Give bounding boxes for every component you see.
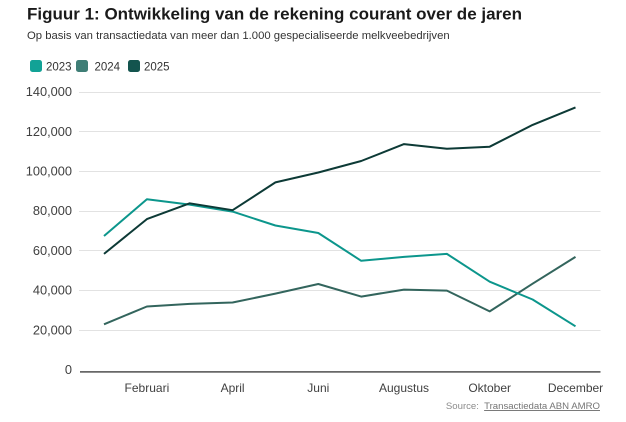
svg-text:20,000: 20,000	[33, 322, 72, 337]
svg-text:Februari: Februari	[125, 381, 170, 395]
svg-text:Oktober: Oktober	[468, 381, 511, 395]
svg-text:2023: 2023	[46, 62, 72, 74]
svg-text:Juni: Juni	[307, 381, 329, 395]
svg-text:140,000: 140,000	[26, 84, 72, 99]
svg-text:0: 0	[65, 362, 72, 377]
svg-text:December: December	[548, 381, 603, 395]
svg-text:120,000: 120,000	[26, 124, 72, 139]
svg-text:Source: Transactiedata ABN AM: Source: Transactiedata ABN AMRO	[446, 401, 600, 412]
svg-text:2025: 2025	[144, 62, 170, 74]
svg-text:2024: 2024	[95, 62, 121, 74]
svg-text:Figuur 1: Ontwikkeling van de: Figuur 1: Ontwikkeling van de rekening c…	[27, 4, 522, 23]
svg-text:100,000: 100,000	[26, 164, 72, 179]
svg-text:60,000: 60,000	[33, 243, 72, 258]
svg-text:Op basis van transactiedata va: Op basis van transactiedata van meer dan…	[27, 30, 450, 42]
svg-text:Augustus: Augustus	[379, 381, 429, 395]
svg-text:April: April	[221, 381, 245, 395]
svg-text:40,000: 40,000	[33, 283, 72, 298]
svg-text:80,000: 80,000	[33, 203, 72, 218]
